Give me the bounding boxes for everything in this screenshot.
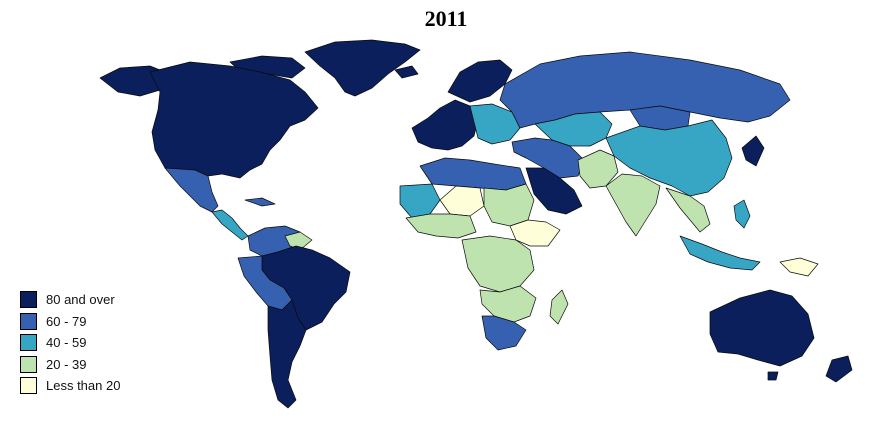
region-north-america <box>149 61 319 179</box>
region-japan-korea <box>741 135 765 167</box>
region-india <box>605 173 661 237</box>
legend-label: Less than 20 <box>46 378 121 394</box>
region-arabian-peninsula <box>525 167 583 215</box>
region-sahel <box>439 185 485 217</box>
legend-swatch <box>20 355 37 373</box>
region-nile-basin <box>483 183 535 227</box>
legend-item-less-than-20: Less than 20 <box>20 375 120 397</box>
region-horn-of-africa <box>509 219 561 247</box>
region-north-africa <box>419 157 527 191</box>
region-mexico <box>164 167 219 213</box>
region-iceland <box>394 65 419 79</box>
region-philippines <box>733 199 751 229</box>
region-southern-cone <box>267 299 307 409</box>
legend-item-20-39: 20 - 39 <box>20 354 120 376</box>
region-russia <box>499 51 791 129</box>
region-tasmania <box>767 371 779 381</box>
region-west-africa-north <box>399 183 441 219</box>
region-western-europe <box>411 99 479 151</box>
legend-item-80-and-over: 80 and over <box>20 289 120 311</box>
region-scandinavia <box>447 59 513 103</box>
legend-swatch <box>20 312 37 330</box>
legend-item-40-59: 40 - 59 <box>20 332 120 354</box>
map-legend: 80 and over 60 - 79 40 - 59 20 - 39 Less… <box>20 289 120 397</box>
legend-swatch <box>20 377 37 395</box>
region-new-zealand <box>825 355 853 383</box>
region-madagascar <box>549 289 569 325</box>
region-eastern-europe <box>469 103 521 145</box>
map-title: 2011 <box>424 6 468 31</box>
legend-label: 40 - 59 <box>46 335 87 351</box>
region-guianas <box>284 231 313 251</box>
legend-item-60-79: 60 - 79 <box>20 311 120 333</box>
region-west-africa-coast <box>405 213 477 239</box>
region-australia <box>709 289 815 367</box>
legend-label: 60 - 79 <box>46 313 87 329</box>
region-afghanistan-pakistan <box>577 149 619 189</box>
region-iran-turkey <box>511 137 585 179</box>
region-greenland <box>304 39 421 97</box>
legend-label: 20 - 39 <box>46 356 87 372</box>
region-papua <box>779 257 819 277</box>
region-caribbean <box>244 197 276 207</box>
region-central-america <box>211 209 249 241</box>
region-central-africa <box>461 235 535 293</box>
region-southeast-asia <box>665 187 711 233</box>
legend-swatch <box>20 291 37 309</box>
legend-swatch <box>20 334 37 352</box>
legend-label: 80 and over <box>46 292 115 308</box>
region-south-africa <box>481 315 527 351</box>
region-indonesia <box>679 235 761 271</box>
region-southern-africa <box>479 285 537 323</box>
region-china <box>605 119 733 197</box>
